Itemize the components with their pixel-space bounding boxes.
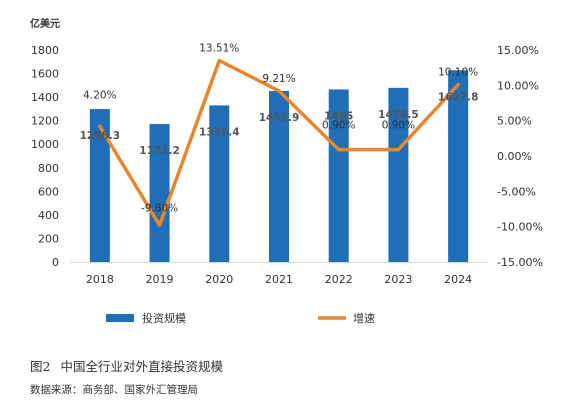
bar-investment-2021	[269, 90, 289, 262]
y-right-tick-label: 0.00%	[497, 150, 532, 163]
y-left-tick-label: 1200	[31, 115, 59, 128]
x-tick-label: 2023	[384, 273, 412, 286]
growth-value-label: 10.10%	[438, 67, 478, 79]
growth-value-label: 0.90%	[322, 120, 355, 132]
y-right-tick-label: 5.00%	[497, 115, 532, 128]
y-right-tick-label: 15.00%	[497, 44, 539, 57]
y-left-tick-label: 800	[38, 162, 59, 175]
y-right-tick-label: -10.00%	[497, 221, 543, 234]
y-axis-unit-label: 亿美元	[30, 17, 60, 30]
y-right-tick-label: -15.00%	[497, 256, 543, 269]
y-left-tick-label: 1000	[31, 138, 59, 151]
legend-label-growth: 增速	[353, 311, 375, 325]
bar-investment-2023	[388, 87, 409, 262]
bar-investment-2024	[448, 70, 469, 262]
figure-caption: 图2 中国全行业对外直接投资规模	[30, 356, 223, 375]
bar-investment-2020	[209, 105, 230, 262]
y-left-tick-label: 0	[52, 256, 59, 269]
bar-investment-2022	[328, 89, 349, 262]
bar-value-label: 1478.5	[378, 109, 419, 121]
bar-value-label: 1298.3	[80, 130, 121, 142]
y-left-tick-label: 1400	[31, 91, 59, 104]
bar-value-label: 1627.8	[438, 91, 479, 103]
legend-swatch-investment	[106, 314, 134, 322]
x-tick-label: 2024	[444, 273, 472, 286]
bar-value-label: 1329.4	[199, 126, 240, 138]
y-left-tick-label: 400	[38, 209, 59, 222]
x-tick-label: 2020	[205, 273, 233, 286]
x-tick-label: 2022	[325, 273, 353, 286]
legend-label-investment: 投资规模	[142, 311, 186, 325]
y-left-tick-label: 1600	[31, 68, 59, 81]
growth-line	[98, 58, 460, 228]
y-left-tick-label: 1800	[31, 44, 59, 57]
bar-value-label: 1171.2	[139, 145, 180, 157]
figure-number: 图2	[30, 359, 51, 374]
growth-value-label: -9.80%	[141, 202, 178, 214]
growth-value-label: 0.90%	[382, 120, 415, 132]
y-right-tick-label: -5.00%	[497, 185, 536, 198]
growth-value-label: 13.51%	[199, 43, 239, 55]
bar-value-label: 1465	[324, 110, 353, 122]
x-tick-label: 2019	[146, 273, 174, 286]
x-tick-label: 2021	[265, 273, 293, 286]
growth-value-label: 9.21%	[262, 73, 295, 85]
bar-value-label: 1451.9	[259, 112, 300, 124]
bar-investment-2018	[89, 109, 110, 262]
growth-value-label: 4.20%	[83, 89, 116, 101]
y-left-tick-label: 200	[38, 232, 59, 245]
figure-title: 中国全行业对外直接投资规模	[60, 359, 223, 374]
figure-source: 数据来源：商务部、国家外汇管理局	[30, 384, 198, 396]
y-right-tick-label: 10.00%	[497, 79, 539, 92]
x-tick-label: 2018	[86, 273, 114, 286]
y-left-tick-label: 600	[38, 185, 59, 198]
bar-investment-2019	[149, 124, 170, 262]
